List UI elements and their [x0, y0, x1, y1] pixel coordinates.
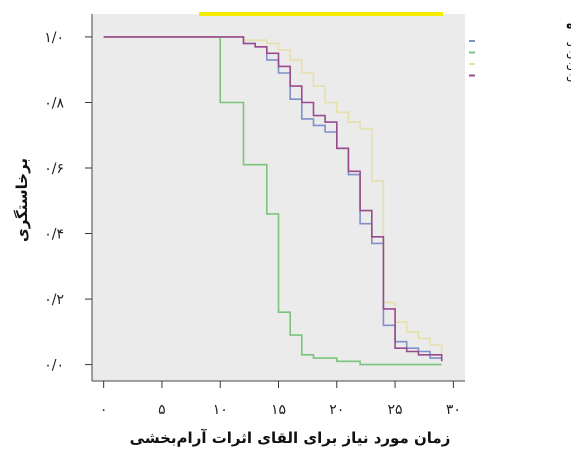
series-layer — [103, 36, 443, 366]
x-tick-label: ۳۰ — [446, 402, 461, 418]
highlight-band — [199, 12, 443, 16]
legend-label: کلرپرومازین — [566, 56, 571, 71]
x-tick-label: ۱۵ — [271, 402, 286, 418]
x-tick-label: ۲۰ — [329, 402, 344, 418]
y-tick-label: ۰/۸ — [44, 95, 64, 111]
x-tick-label: ۰ — [100, 402, 108, 418]
x-tick-label: ۱۰ — [213, 402, 228, 418]
plot-area — [92, 14, 465, 381]
x-tick-label: ۲۵ — [388, 402, 403, 418]
series-line-4 — [103, 36, 443, 362]
x-axis-title: زمان مورد نیاز برای القای اثرات آرام‌بخش… — [130, 429, 451, 447]
series-line-2 — [103, 36, 442, 366]
legend-label: هالوپریدول — [566, 33, 571, 48]
y-axis-title: برخاستگری — [13, 158, 31, 242]
y-tick-label: ۰/۲ — [44, 292, 64, 308]
y-tick-label: ۱/۰ — [44, 30, 64, 46]
legend-label: پرومتازین — [566, 45, 571, 60]
y-tick-label: ۰/۰ — [44, 358, 64, 374]
legend-label: تری فلوپرازین — [566, 68, 571, 83]
x-tick-label: ۵ — [158, 402, 166, 418]
y-tick-label: ۰/۴ — [44, 227, 64, 243]
legend-title: گروه — [566, 16, 571, 32]
axis-layer: ۰/۰ ۰/۲ ۰/۴ ۰/۶ ۰/۸ ۱/۰ ۰ ۵ ۱۰ ۱۵ ۲۰ ۲۵ ۳۰ — [44, 14, 465, 418]
y-tick-label: ۰/۶ — [44, 161, 64, 177]
legend-layer: گروههالوپریدولپرومتازینکلرپرومازینتری فل… — [469, 16, 571, 83]
series-line-3 — [103, 36, 443, 359]
